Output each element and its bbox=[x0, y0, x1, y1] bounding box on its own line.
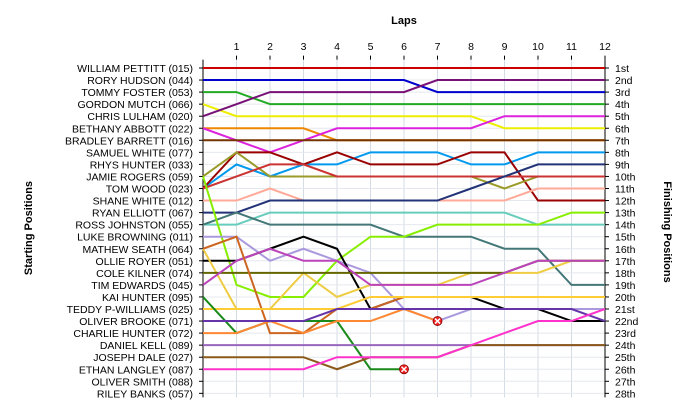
series-line bbox=[203, 91, 605, 106]
finishing-position-label: 17th bbox=[615, 256, 636, 268]
finishing-position-label: 6th bbox=[615, 123, 630, 135]
starting-position-label: TOM WOOD (023) bbox=[106, 184, 193, 196]
starting-position-label: RILEY BANKS (057) bbox=[97, 388, 193, 400]
finishing-position-label: 23rd bbox=[615, 328, 636, 340]
starting-position-label: TIM EDWARDS (045) bbox=[91, 280, 193, 292]
lap-tick-label: 9 bbox=[502, 41, 508, 53]
starting-position-label: COLE KILNER (074) bbox=[96, 268, 193, 280]
finishing-position-label: 20th bbox=[615, 292, 636, 304]
starting-position-label: SAMUEL WHITE (077) bbox=[86, 147, 193, 159]
finishing-position-label: 26th bbox=[615, 364, 636, 376]
finishing-position-label: 25th bbox=[615, 352, 636, 364]
finishing-position-label: 10th bbox=[615, 171, 636, 183]
starting-position-label: KAI HUNTER (095) bbox=[102, 292, 193, 304]
starting-position-label: JOSEPH DALE (027) bbox=[93, 352, 193, 364]
starting-position-label: CHARLIE HUNTER (072) bbox=[73, 328, 193, 340]
starting-position-label: BETHANY ABBOTT (022) bbox=[72, 123, 193, 135]
lap-tick-label: 10 bbox=[532, 41, 544, 53]
lap-tick-label: 8 bbox=[468, 41, 474, 53]
series-line bbox=[202, 163, 605, 190]
finishing-position-label: 3rd bbox=[615, 87, 630, 99]
y-axis-label-left: Starting Positions bbox=[23, 181, 35, 275]
starting-position-label: TOMMY FOSTER (053) bbox=[81, 87, 193, 99]
finishing-position-label: 27th bbox=[615, 376, 636, 388]
starting-position-label: RHYS HUNTER (033) bbox=[90, 159, 193, 171]
series-lines bbox=[202, 67, 606, 371]
starting-position-label: OLIVER BROOKE (071) bbox=[79, 316, 193, 328]
series-line bbox=[203, 307, 438, 335]
starting-position-label: CHRIS LULHAM (020) bbox=[87, 111, 193, 123]
starting-position-label: TEDDY P-WILLIAMS (025) bbox=[67, 304, 193, 316]
finishing-position-label: 21st bbox=[615, 304, 635, 316]
starting-position-label: ETHAN LANGLEY (087) bbox=[79, 364, 193, 376]
lap-tick-label: 11 bbox=[566, 41, 577, 53]
finishing-position-label: 1st bbox=[615, 63, 629, 75]
starting-position-label: DANIEL KELL (089) bbox=[100, 340, 193, 352]
series-line bbox=[203, 79, 605, 94]
starting-position-label: SHANE WHITE (012) bbox=[93, 196, 193, 208]
starting-position-label: RORY HUDSON (044) bbox=[87, 75, 193, 87]
starting-position-label: ROSS JOHNSTON (055) bbox=[75, 220, 193, 232]
series-line bbox=[202, 151, 605, 202]
finishing-position-label: 9th bbox=[615, 159, 630, 171]
finishing-position-label: 24th bbox=[615, 340, 636, 352]
finishing-position-label: 28th bbox=[615, 388, 636, 400]
series-line bbox=[202, 247, 605, 286]
finishing-position-label: 18th bbox=[615, 268, 636, 280]
finishing-position-label: 14th bbox=[615, 220, 636, 232]
finishing-position-label: 13th bbox=[615, 208, 636, 220]
lap-tick-label: 2 bbox=[267, 41, 273, 53]
chart-title: Laps bbox=[391, 15, 417, 27]
lap-tick-label: 1 bbox=[234, 41, 240, 53]
finishing-position-label: 8th bbox=[615, 147, 630, 159]
retirement-marks bbox=[399, 316, 443, 375]
finishing-position-label: 7th bbox=[615, 135, 630, 147]
y-axis-label-right: Finishing Positions bbox=[661, 181, 673, 282]
finishing-position-label: 22nd bbox=[615, 316, 639, 328]
series-line bbox=[202, 79, 605, 118]
lap-tick-label: 4 bbox=[334, 41, 340, 53]
series-line bbox=[203, 295, 605, 310]
lap-tick-label: 6 bbox=[401, 41, 407, 53]
starting-position-label: WILLIAM PETTITT (015) bbox=[77, 63, 193, 75]
retired-marker-icon bbox=[399, 364, 409, 375]
series-line bbox=[202, 176, 605, 298]
starting-position-label: LUKE BROWNING (011) bbox=[77, 232, 193, 244]
series-line bbox=[203, 163, 605, 214]
lap-tick-label: 5 bbox=[368, 41, 374, 53]
starting-position-label: RYAN ELLIOTT (067) bbox=[92, 208, 193, 220]
starting-position-label: JAMIE ROGERS (059) bbox=[86, 171, 193, 183]
finishing-position-label: 11th bbox=[615, 184, 635, 196]
retired-marker-icon bbox=[432, 316, 443, 326]
finishing-position-label: 19th bbox=[615, 280, 636, 292]
finishing-position-label: 12th bbox=[615, 196, 636, 208]
starting-position-label: BRADLEY BARRETT (016) bbox=[65, 135, 193, 147]
series-line bbox=[203, 308, 606, 323]
finishing-position-label: 2nd bbox=[615, 75, 633, 87]
lap-tick-label: 12 bbox=[599, 41, 611, 53]
starting-position-label: OLIVER SMITH (088) bbox=[91, 376, 193, 388]
starting-position-label: OLLIE ROYER (051) bbox=[96, 256, 193, 268]
finishing-position-label: 4th bbox=[615, 99, 630, 111]
lap-tick-label: 7 bbox=[435, 41, 441, 53]
retired-marker-cross bbox=[434, 318, 441, 325]
starting-position-label: GORDON MUTCH (066) bbox=[77, 99, 193, 111]
retired-marker-cross bbox=[400, 366, 408, 373]
finishing-position-label: 15th bbox=[615, 232, 636, 244]
finishing-position-label: 5th bbox=[615, 111, 630, 123]
series-line bbox=[202, 103, 605, 130]
lap-tick-label: 3 bbox=[301, 41, 307, 53]
starting-position-label: MATHEW SEATH (064) bbox=[83, 244, 193, 256]
finishing-position-label: 16th bbox=[615, 244, 636, 256]
series-line bbox=[203, 308, 606, 371]
